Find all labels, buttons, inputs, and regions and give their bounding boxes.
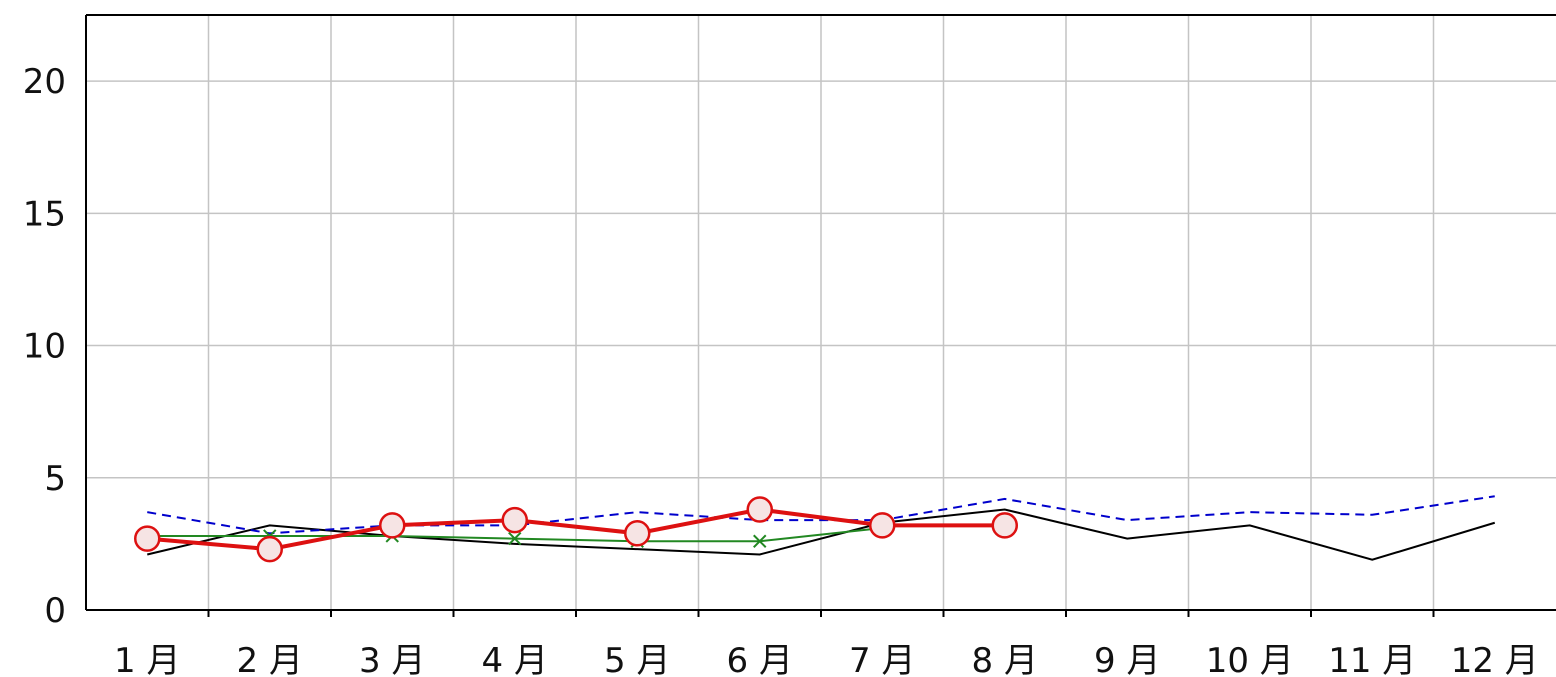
x-tick-label: 8 月 (972, 641, 1038, 677)
x-marker-stroke (508, 531, 522, 546)
series-group (134, 495, 1496, 563)
series-3-point (753, 534, 767, 548)
series-4-line (147, 507, 1005, 552)
series-4-point (256, 535, 283, 563)
series-1-line (147, 508, 1496, 561)
y-tick-label: 10 (23, 327, 66, 367)
grid (86, 15, 1556, 610)
series-4-point (991, 512, 1018, 539)
axes (85, 14, 1556, 617)
x-tick-label: 3 月 (359, 641, 425, 677)
series-4-point (869, 512, 896, 539)
series-4-point (501, 506, 528, 534)
series-4-point (379, 512, 406, 539)
x-tick-label: 2 月 (237, 641, 303, 677)
series-4-point (624, 520, 651, 547)
x-tick-label: 10 月 (1206, 641, 1294, 677)
series-4-point (134, 525, 161, 552)
x-tick-label: 12 月 (1451, 641, 1539, 677)
x-tick-labels: 1 月 2 月 3 月 4 月 5 月 6 月 7 月 8 月 9 月 10 月 11 月 12 月 (114, 641, 1539, 677)
x-tick-label: 4 月 (482, 641, 548, 677)
y-tick-label: 5 (44, 459, 66, 499)
y-tick-label: 20 (23, 62, 66, 102)
y-tick-labels: 0 5 10 15 20 (23, 62, 66, 631)
series-3-point (508, 531, 522, 546)
series-4-point (746, 496, 773, 523)
x-tick-label: 5 月 (604, 641, 670, 677)
series-2-line (147, 495, 1495, 535)
y-tick-label: 15 (23, 194, 66, 234)
x-tick-label: 6 月 (727, 641, 793, 677)
x-tick-label: 1 月 (114, 641, 180, 677)
x-tick-label: 7 月 (849, 641, 915, 677)
x-marker-stroke (753, 534, 767, 548)
x-tick-label: 11 月 (1328, 641, 1416, 677)
x-tick-label: 9 月 (1094, 641, 1160, 677)
y-tick-label: 0 (44, 591, 66, 631)
